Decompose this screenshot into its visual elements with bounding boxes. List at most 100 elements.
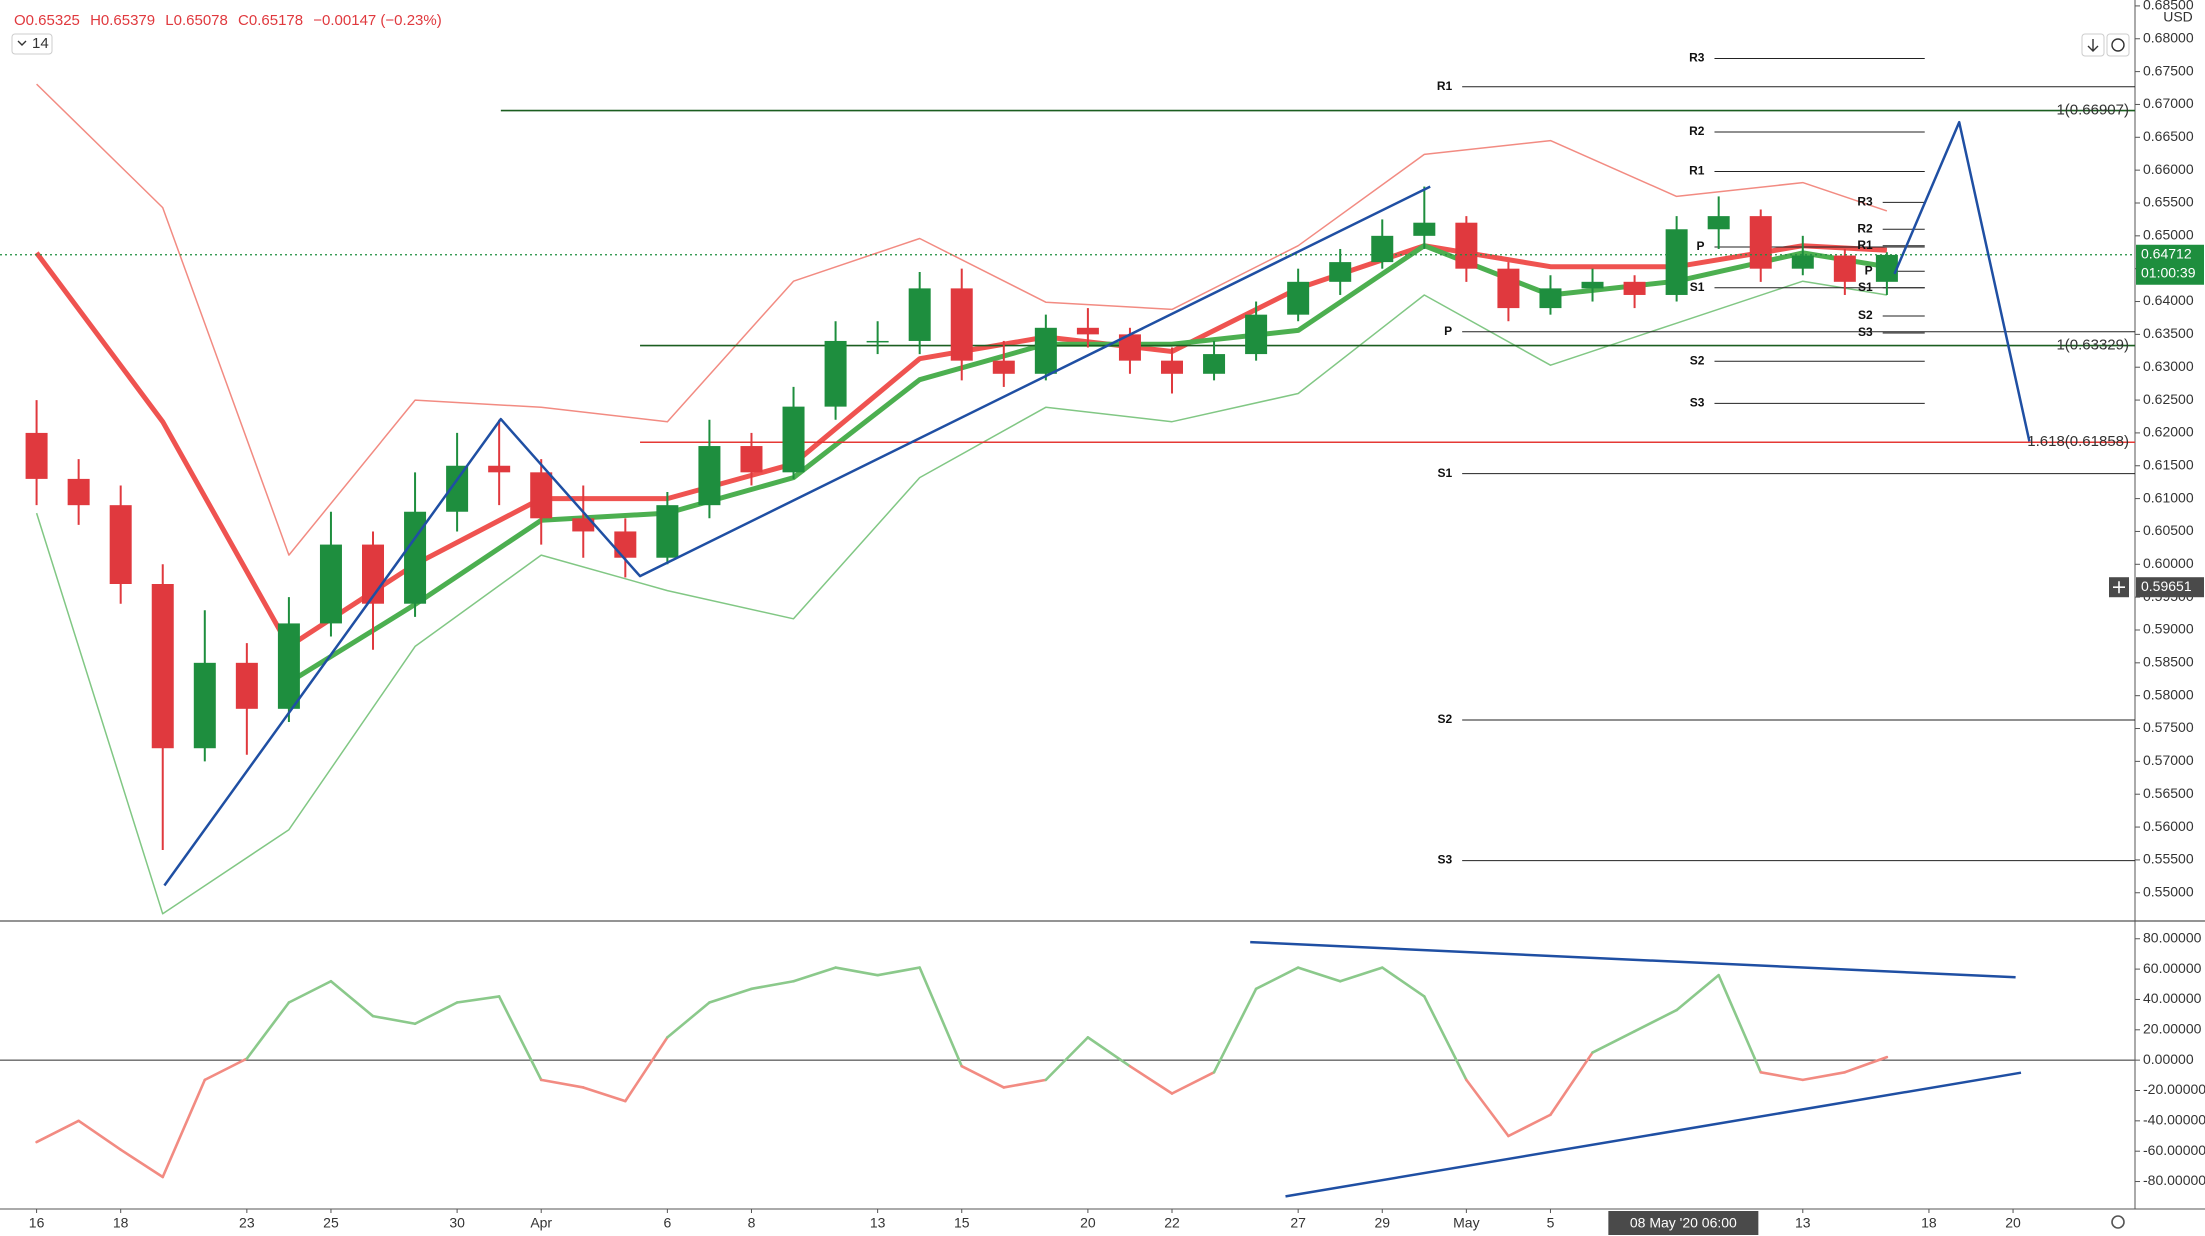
reset-icon <box>2111 38 2125 52</box>
x-tick-label: 13 <box>870 1215 886 1231</box>
y-tick-label: 0.56500 <box>2143 785 2194 801</box>
y-tick-label: 0.68500 <box>2143 0 2194 13</box>
oscillator-segment <box>1002 1078 1048 1089</box>
y-tick-label: -60.00000 <box>2143 1142 2205 1158</box>
oscillator-segment <box>413 1001 459 1026</box>
oscillator-segment <box>918 966 964 1068</box>
candle-body <box>698 446 721 506</box>
oscillator-segment <box>1717 973 1763 1074</box>
oscillator-segment <box>1591 1030 1636 1054</box>
crosshair-time-box <box>1608 1211 1759 1235</box>
candle-body <box>1833 255 1856 282</box>
y-tick-label: 0.67500 <box>2143 62 2194 78</box>
oscillator-segment <box>708 987 753 1004</box>
x-tick-label: 18 <box>113 1215 129 1231</box>
reset-button[interactable] <box>2106 33 2130 57</box>
x-tick-label: Apr <box>530 1215 552 1231</box>
trend-drawing <box>1250 940 2016 979</box>
oscillator-segment <box>624 1036 669 1103</box>
y-tick-label: 0.57000 <box>2143 752 2194 768</box>
x-tick-label: 18 <box>1921 1215 1937 1231</box>
candle-body <box>1371 235 1394 263</box>
y-tick-label: 0.61500 <box>2143 456 2194 472</box>
pivot-label: P <box>1696 239 1704 253</box>
x-tick-label: 25 <box>323 1215 339 1231</box>
indicator-input-box[interactable] <box>11 33 53 55</box>
legend-close: C0.65178 <box>238 12 303 29</box>
candle-body <box>1034 327 1057 374</box>
y-tick-label: 0.64000 <box>2143 292 2194 308</box>
candle-body <box>488 465 511 473</box>
oscillator-segment <box>1633 1008 1678 1033</box>
collapse-icon[interactable] <box>17 40 27 46</box>
pivot-label: R1 <box>1857 238 1873 252</box>
candle-body <box>446 465 469 512</box>
x-tick-label: 20 <box>1080 1215 1096 1231</box>
fib-label: 1(0.63329) <box>2056 337 2129 354</box>
candle-body <box>1329 262 1352 282</box>
fib-label: 1(0.66907) <box>2056 102 2129 119</box>
oscillator-segment <box>1549 1051 1594 1117</box>
x-tick-label: 6 <box>663 1215 671 1231</box>
oscillator-segment <box>581 1086 627 1103</box>
x-tick-label: 30 <box>449 1215 465 1231</box>
candle-body <box>1497 268 1520 309</box>
oscillator-segment <box>960 1064 1006 1089</box>
oscillator-pane <box>0 940 2135 1198</box>
oscillator-segment <box>666 1001 711 1039</box>
countdown-label: 01:00:39 <box>2141 264 2196 280</box>
y-tick-label: 0.55500 <box>2143 851 2194 867</box>
indicator-input: 14 <box>32 35 49 52</box>
oscillator-segment <box>329 979 375 1018</box>
settings-icon[interactable] <box>2111 1215 2125 1229</box>
oscillator-segment <box>287 979 333 1004</box>
x-tick-label: 27 <box>1290 1215 1306 1231</box>
legend-change: −0.00147 (−0.23%) <box>313 12 441 29</box>
y-tick-label: -80.00000 <box>2143 1172 2205 1188</box>
candle-body <box>25 432 48 479</box>
pivot-label: S2 <box>1690 353 1705 367</box>
candle-body <box>1581 281 1604 289</box>
price-label-box <box>2136 577 2204 598</box>
candle-body <box>656 505 679 558</box>
oscillator-segment <box>203 1057 249 1082</box>
pivot-label: R2 <box>1857 221 1873 235</box>
pivot-label: R2 <box>1689 124 1705 138</box>
oscillator-segment <box>371 1014 417 1026</box>
pivot-label: S1 <box>1858 280 1873 294</box>
x-tick-label: 5 <box>1547 1215 1555 1231</box>
y-tick-label: -20.00000 <box>2143 1081 2205 1097</box>
candle-body <box>1161 360 1184 374</box>
crosshair-plus <box>2113 581 2125 594</box>
oscillator-segment <box>834 966 879 977</box>
scroll-icon <box>2087 39 2099 52</box>
crosshair-time-label: 08 May '20 06:00 <box>1630 1215 1737 1231</box>
y-tick-label: 0.58500 <box>2143 654 2194 670</box>
y-tick-label: 0.68000 <box>2143 29 2194 45</box>
x-tick-label: 15 <box>954 1215 970 1231</box>
oscillator-segment <box>77 1119 122 1151</box>
y-tick-label: 0.65500 <box>2143 194 2194 210</box>
candle-body <box>1118 334 1141 361</box>
oscillator-segment <box>455 995 501 1004</box>
y-tick-label: 0.63500 <box>2143 325 2194 341</box>
candle-body <box>1665 229 1688 295</box>
price-label: 0.64712 <box>2141 245 2192 261</box>
y-tick-label: 0.60500 <box>2143 522 2194 538</box>
oscillator-segment <box>1801 1070 1847 1082</box>
y-tick-label: 0.56000 <box>2143 818 2194 834</box>
fib-label: 1.618(0.61858) <box>2027 433 2129 450</box>
x-tick-label: 13 <box>1795 1215 1811 1231</box>
candle-body <box>109 505 132 585</box>
candle-body <box>1413 222 1436 236</box>
oscillator-segment <box>876 966 921 977</box>
x-tick-label: May <box>1453 1215 1479 1231</box>
candle-body <box>950 288 973 361</box>
oscillator-segment <box>1507 1113 1552 1138</box>
pivot-label: R1 <box>1437 79 1453 93</box>
axis-unit: USD <box>2163 9 2193 25</box>
y-tick-label: 0.63000 <box>2143 358 2194 374</box>
x-tick-label: 16 <box>29 1215 45 1231</box>
y-tick-label: 0.62500 <box>2143 391 2194 407</box>
